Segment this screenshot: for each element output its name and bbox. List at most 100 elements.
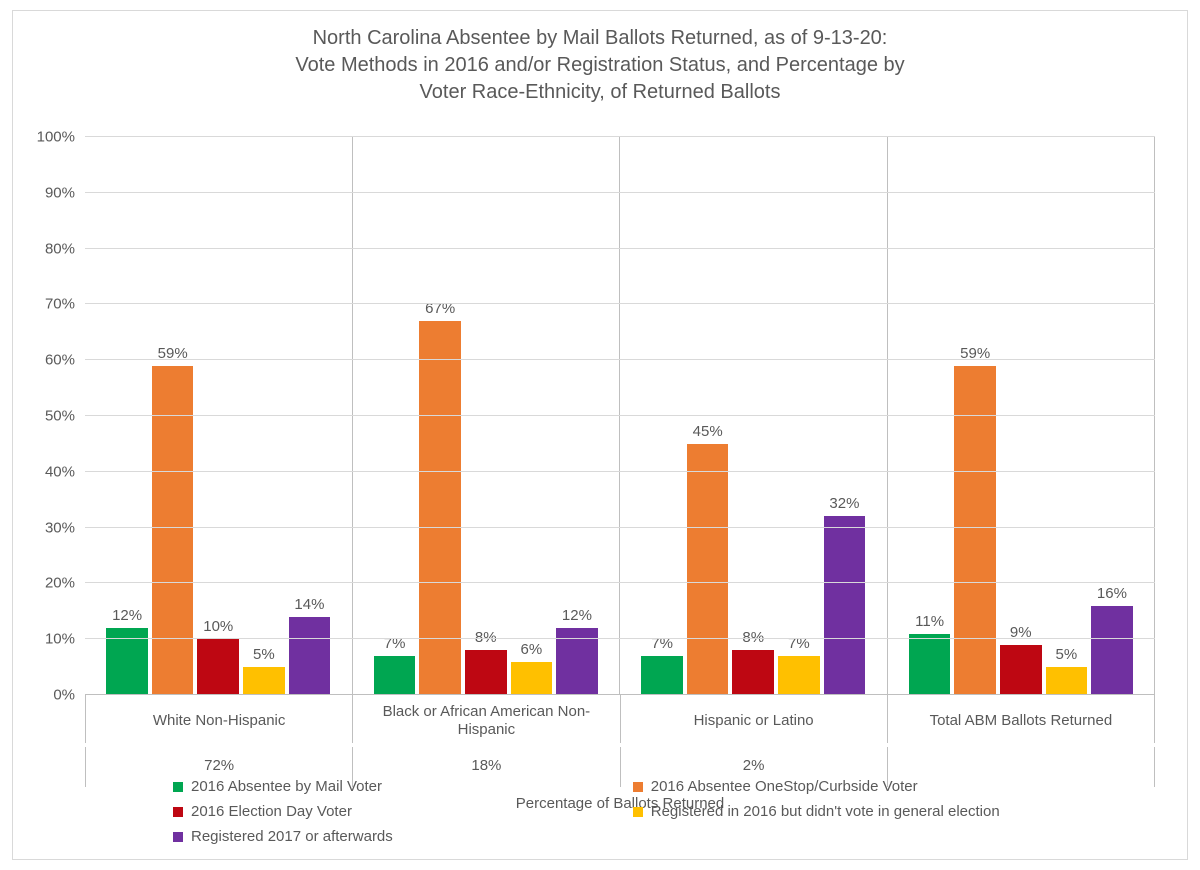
bars: 11%59%9%5% 16% (909, 137, 1133, 695)
bar-slot: 12% (106, 137, 148, 695)
bar (197, 639, 239, 695)
gridline (85, 638, 1155, 639)
bar (374, 656, 416, 695)
legend-item: 2016 Election Day Voter (173, 803, 593, 820)
bar-slot: 67% (419, 137, 461, 695)
bar (1000, 645, 1042, 695)
bar-slot: 5% (243, 137, 285, 695)
plot: 12%59%10%5%14%7%67%8%6%12%7%45%8%7%32%11… (85, 137, 1155, 695)
y-tick-label: 90% (45, 184, 75, 201)
bar (465, 650, 507, 695)
bar (243, 667, 285, 695)
category-label: Black or African American Non-Hispanic (353, 695, 620, 743)
gridline (85, 471, 1155, 472)
bar-group: 7%67%8%6%12% (353, 137, 621, 695)
bar-value-label: 12% (106, 607, 148, 624)
legend: 2016 Absentee by Mail Voter 2016 Absentee… (173, 778, 1127, 845)
gridline (85, 192, 1155, 193)
bar (641, 656, 683, 695)
bar-value-label: 10% (197, 618, 239, 635)
legend-label: 2016 Absentee by Mail Voter (191, 778, 382, 795)
y-tick-label: 20% (45, 575, 75, 592)
bar-slot: 5% (1046, 137, 1088, 695)
legend-swatch (173, 832, 183, 842)
bar-value-label: 11% (909, 613, 951, 630)
category-labels-row1: White Non-Hispanic Black or African Ameri… (85, 695, 1155, 743)
gridline (85, 527, 1155, 528)
category-name: Hispanic or Latino (694, 703, 814, 739)
chart-title-line: Voter Race-Ethnicity, of Returned Ballot… (13, 79, 1187, 106)
gridline (85, 248, 1155, 249)
gridline (85, 582, 1155, 583)
bar (1091, 606, 1133, 695)
y-tick-label: 40% (45, 463, 75, 480)
category-name: White Non-Hispanic (153, 703, 286, 739)
chart-title-line: North Carolina Absentee by Mail Ballots … (13, 25, 1187, 52)
bar-slot: 8% (732, 137, 774, 695)
legend-swatch (633, 807, 643, 817)
bar-slot: 11% (909, 137, 951, 695)
bar-value-label: 45% (687, 423, 729, 440)
y-tick-label: 30% (45, 519, 75, 536)
legend-swatch (173, 807, 183, 817)
legend-label: Registered 2017 or afterwards (191, 828, 393, 845)
legend-item: Registered in 2016 but didn't vote in ge… (633, 803, 1110, 820)
legend-swatch (633, 782, 643, 792)
bar-value-label: 16% (1091, 585, 1133, 602)
bar-group: 12%59%10%5% 14% (85, 137, 353, 695)
bar (909, 634, 951, 695)
chart-title: North Carolina Absentee by Mail Ballots … (13, 11, 1187, 106)
y-tick-label: 10% (45, 631, 75, 648)
y-tick-label: 70% (45, 296, 75, 313)
bar (778, 656, 820, 695)
bar-slot: 10% (197, 137, 239, 695)
bar-value-label: 32% (824, 495, 866, 512)
bar (1046, 667, 1088, 695)
y-tick-label: 100% (37, 129, 75, 146)
legend-label: 2016 Election Day Voter (191, 803, 352, 820)
bars: 7%67%8%6%12% (374, 137, 598, 695)
gridline (85, 303, 1155, 304)
gridline (85, 415, 1155, 416)
bar (687, 444, 729, 695)
plot-area: 12%59%10%5%14%7%67%8%6%12%7%45%8%7%32%11… (85, 137, 1155, 695)
bar-group: 11%59%9%5% 16% (888, 137, 1156, 695)
legend-item: 2016 Absentee by Mail Voter (173, 778, 593, 795)
bar-slot: 59% (954, 137, 996, 695)
bar-slot: 12% (556, 137, 598, 695)
bar-slot: 8% (465, 137, 507, 695)
bar (511, 662, 553, 695)
bar (289, 617, 331, 695)
chart-container: North Carolina Absentee by Mail Ballots … (12, 10, 1188, 860)
bar-slot: 14% (289, 137, 331, 695)
bar-value-label: 14% (289, 596, 331, 613)
category-label: Total ABM Ballots Returned (888, 695, 1155, 743)
bar-groups: 12%59%10%5%14%7%67%8%6%12%7%45%8%7%32%11… (85, 137, 1155, 695)
bar-slot: 59% (152, 137, 194, 695)
bar-slot: 16% (1091, 137, 1133, 695)
legend-label: 2016 Absentee OneStop/Curbside Voter (651, 778, 918, 795)
category-name: Black or African American Non-Hispanic (359, 703, 613, 739)
bar-value-label: 12% (556, 607, 598, 624)
category-name: Total ABM Ballots Returned (930, 703, 1113, 739)
bar-slot: 6% (511, 137, 553, 695)
bar-slot: 9% (1000, 137, 1042, 695)
bars: 12%59%10%5% 14% (106, 137, 330, 695)
bar (732, 650, 774, 695)
bar-value-label: 5% (1046, 646, 1088, 663)
y-tick-label: 80% (45, 240, 75, 257)
y-tick-label: 60% (45, 352, 75, 369)
y-tick-label: 0% (53, 687, 75, 704)
bar-slot: 45% (687, 137, 729, 695)
chart-title-line: Vote Methods in 2016 and/or Registration… (13, 52, 1187, 79)
bar-group: 7%45%8%7%32% (620, 137, 888, 695)
bar-value-label: 5% (243, 646, 285, 663)
category-label: White Non-Hispanic (86, 695, 353, 743)
legend-label: Registered in 2016 but didn't vote in ge… (651, 803, 1000, 820)
bar-slot: 7% (641, 137, 683, 695)
legend-item: Registered 2017 or afterwards (173, 828, 593, 845)
bar (824, 516, 866, 695)
bar-slot: 7% (374, 137, 416, 695)
legend-swatch (173, 782, 183, 792)
bar-slot: 32% (824, 137, 866, 695)
